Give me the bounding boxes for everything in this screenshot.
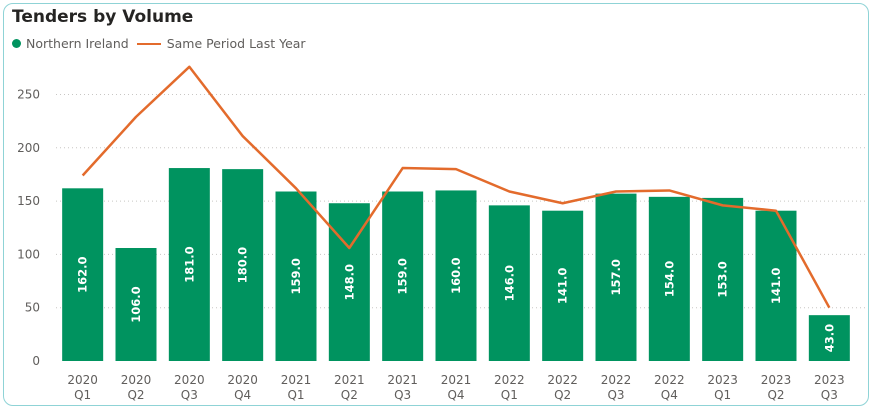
x-tick-label-quarter: Q3 [181, 388, 198, 402]
y-tick-label: 200 [17, 141, 40, 155]
bar [382, 191, 424, 361]
bar-data-label: 153.0 [716, 261, 730, 297]
x-tick-label-year: 2022 [494, 373, 525, 387]
bar [488, 205, 530, 361]
bar-data-label: 160.0 [449, 258, 463, 294]
bar-data-label: 154.0 [662, 261, 676, 297]
x-tick-label-quarter: Q3 [607, 388, 624, 402]
x-tick-label-quarter: Q2 [341, 388, 358, 402]
bar [275, 191, 317, 361]
bar-data-label: 141.0 [769, 268, 783, 304]
x-tick-label-year: 2022 [601, 373, 632, 387]
x-tick-label-year: 2022 [654, 373, 685, 387]
bar-data-label: 162.0 [76, 256, 90, 292]
legend-item-same-period-last-year: Same Period Last Year [166, 36, 306, 51]
bar-data-label: 181.0 [182, 246, 196, 282]
bar-data-label: 159.0 [396, 258, 410, 294]
y-tick-label: 0 [32, 354, 40, 368]
x-tick-label-quarter: Q4 [661, 388, 678, 402]
x-tick-label-year: 2020 [227, 373, 258, 387]
bar-data-label: 141.0 [556, 268, 570, 304]
x-tick-label-quarter: Q4 [234, 388, 251, 402]
bar [62, 188, 104, 361]
x-tick-label-year: 2023 [707, 373, 738, 387]
bar [542, 210, 584, 361]
y-tick-label: 50 [25, 301, 40, 315]
legend: Northern Ireland Same Period Last Year [12, 36, 306, 51]
y-tick-label: 250 [17, 88, 40, 102]
bar [222, 169, 264, 361]
bar [702, 197, 744, 361]
bar-data-label: 148.0 [342, 264, 356, 300]
legend-item-northern-ireland: Northern Ireland [26, 36, 129, 51]
x-tick-label-quarter: Q2 [767, 388, 784, 402]
bar [808, 315, 850, 361]
x-tick-label-quarter: Q1 [287, 388, 304, 402]
x-tick-label-year: 2021 [281, 373, 312, 387]
y-tick-label: 100 [17, 247, 40, 261]
legend-bar-marker [12, 39, 21, 48]
x-tick-label-quarter: Q1 [501, 388, 518, 402]
x-tick-label-quarter: Q1 [74, 388, 91, 402]
x-tick-label-quarter: Q3 [394, 388, 411, 402]
x-tick-label-year: 2023 [814, 373, 845, 387]
bar-data-label: 146.0 [502, 265, 516, 301]
legend-line-marker [136, 42, 161, 45]
x-tick-label-year: 2021 [334, 373, 365, 387]
chart-title: Tenders by Volume [12, 7, 194, 27]
x-tick-label-quarter: Q2 [554, 388, 571, 402]
x-tick-label-quarter: Q2 [127, 388, 144, 402]
x-tick-label-year: 2023 [761, 373, 792, 387]
x-tick-label-quarter: Q3 [821, 388, 838, 402]
bar [115, 248, 157, 361]
bar-data-label: 157.0 [609, 259, 623, 295]
bar-data-label: 106.0 [129, 286, 143, 322]
line-series-same-period-last-year [81, 65, 831, 309]
bar [435, 190, 477, 361]
x-tick-label-year: 2020 [121, 373, 152, 387]
x-tick-label-year: 2021 [387, 373, 418, 387]
x-tick-label-quarter: Q1 [714, 388, 731, 402]
x-tick-label-year: 2020 [67, 373, 98, 387]
bar [648, 196, 690, 361]
x-tick-label-quarter: Q4 [447, 388, 464, 402]
bar-data-label: 159.0 [289, 258, 303, 294]
x-tick-label-year: 2022 [547, 373, 578, 387]
bar [595, 193, 637, 361]
bar [168, 168, 210, 361]
bar-data-label: 180.0 [236, 247, 250, 283]
x-tick-label-year: 2021 [441, 373, 472, 387]
x-tick-label-year: 2020 [174, 373, 205, 387]
bar-data-label: 43.0 [822, 324, 836, 352]
y-tick-label: 150 [17, 194, 40, 208]
